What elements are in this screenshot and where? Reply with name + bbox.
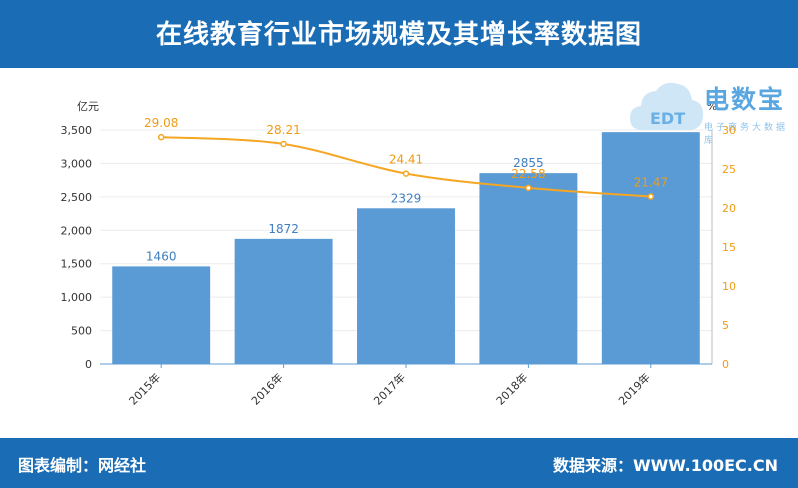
bar-value-label: 2855 [513,156,544,170]
y2-tick-label: 5 [722,319,729,332]
x-tick-label: 2019年 [615,370,652,407]
y-tick-label: 3,500 [61,124,93,137]
y2-axis-title: % [707,100,717,113]
bar-value-label: 1872 [268,222,299,236]
y-tick-label: 1,500 [61,258,93,271]
x-tick-label: 2017年 [371,370,408,407]
footer-data-source: 数据来源：WWW.100EC.CN [552,456,778,475]
line-point [280,140,287,148]
y2-tick-label: 30 [722,124,736,137]
x-tick-label: 2016年 [248,370,285,407]
logo-badge: EDT [650,109,685,128]
chart-svg: 0 500 1,000 1,500 2,000 2,500 3,000 3,500 0 5 10 15… [61,100,737,408]
y-axis-title: 亿元 [77,100,99,113]
bar [357,208,455,364]
bar [601,132,700,364]
y-tick-label: 1,000 [61,291,93,304]
line-point [525,184,532,192]
y-tick-label: 0 [85,358,92,371]
bar [112,266,211,364]
y2-tick-label: 15 [722,241,736,254]
line-point [402,170,410,177]
bar-value-label: 2329 [391,191,422,205]
footer-source-credit: 图表编制：网经社 [18,456,147,475]
line-value-label: 22.58 [511,167,545,181]
line-value-label: 24.41 [389,153,423,167]
chart-area: 0 500 1,000 1,500 2,000 2,500 3,000 3,500 0 5 10 15… [0,68,798,438]
bar [234,238,333,364]
line-point [157,133,165,141]
line-value-label: 29.08 [144,116,178,130]
bar-value-label: 1460 [146,249,177,263]
line-point [647,193,655,200]
y2-tick-label: 10 [722,280,736,293]
logo-text: 电数宝 [704,85,786,114]
title-bar: 在线教育行业市场规模及其增长率数据图 [0,0,798,68]
x-tick-label: 2018年 [493,370,530,407]
y2-tick-label: 0 [722,358,729,371]
y2-tick-label: 20 [722,202,736,215]
bar [479,173,578,364]
chart-title: 在线教育行业市场规模及其增长率数据图 [155,20,642,50]
logo-subtext: 电子商务大数据库 [704,123,789,146]
y-tick-label: 2,500 [61,191,93,204]
y-tick-label: 500 [71,325,92,338]
line-value-label: 28.21 [266,123,300,137]
line-value-label: 21.47 [634,176,668,190]
y-tick-label: 2,000 [61,224,93,237]
y2-tick-label: 25 [722,163,736,176]
x-tick-label: 2015年 [126,370,163,407]
cloud-logo-icon: EDT [630,82,704,130]
y-tick-label: 3,000 [61,157,93,170]
footer-bar: 图表编制：网经社 数据来源：WWW.100EC.CN [0,438,798,488]
